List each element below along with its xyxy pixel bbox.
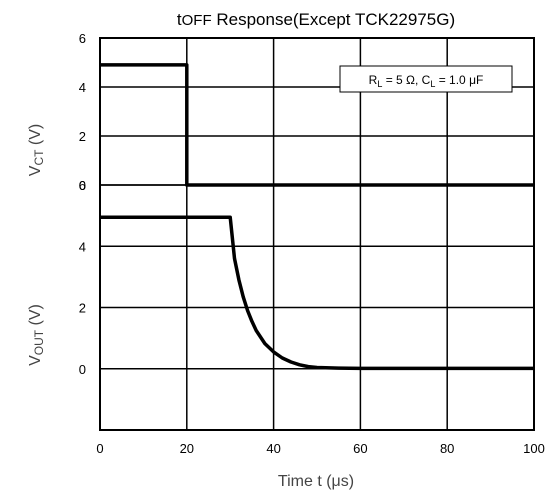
ylabel-vout-unit: (V) [27,304,44,330]
xlabel-main: Time t ( [278,473,332,490]
ylabel-vout-sub: OUT [32,329,46,355]
ytick-p0-3: 6 [79,31,86,46]
xtick-0: 0 [96,441,103,456]
ylabel-vout: VOUT (V) [27,304,46,366]
xlabel-unit: s) [341,473,354,490]
ylabel-vct-unit: (V) [27,124,44,150]
title-t: t [177,10,182,29]
chart-title: tOFF Response(Except TCK22975G) [177,10,455,29]
grid [99,37,535,431]
title-off: OFF [182,12,212,29]
plot-frame [99,37,535,431]
annotation-r: R [369,73,378,87]
annotation-box: RL = 5 Ω, CL = 1.0 μF [339,65,513,93]
ytick-p0-0: 0 [79,178,86,193]
ytick-p0-2: 4 [79,80,86,95]
annotation-c-val: = 1.0 μF [435,73,483,87]
annotation-r-val: = 5 Ω, C [382,73,430,87]
xtick-5: 100 [523,441,545,456]
annotation-c-sub: L [430,79,435,89]
ytick-p1-3: 6 [79,178,86,193]
outer-frame [99,37,535,431]
xtick-3: 60 [353,441,367,456]
ylabel-vct-v: V [27,165,44,176]
ytick-p1-1: 2 [79,301,86,316]
series-line-p1-0 [100,215,534,371]
annotation-text: RL = 5 Ω, CL = 1.0 μF [369,73,484,89]
xlabel-mu: μ [332,473,341,490]
xtick-2: 40 [266,441,280,456]
ytick-p1-0: 0 [79,362,86,377]
annotation-border [339,65,513,93]
title-rest: Response(Except TCK22975G) [212,10,455,29]
xtick-4: 80 [440,441,454,456]
ylabel-vct-sub: CT [32,149,46,166]
series-layer [100,63,534,371]
ytick-p0-1: 2 [79,129,86,144]
annotation-r-sub: L [377,79,382,89]
series-line-p0-0 [100,63,534,187]
ytick-p1-2: 4 [79,239,86,254]
xtick-1: 20 [180,441,194,456]
ylabel-vct: VCT (V) [27,124,46,176]
xlabel: Time t (μs) [278,473,354,490]
ylabel-vout-v: V [27,355,44,366]
